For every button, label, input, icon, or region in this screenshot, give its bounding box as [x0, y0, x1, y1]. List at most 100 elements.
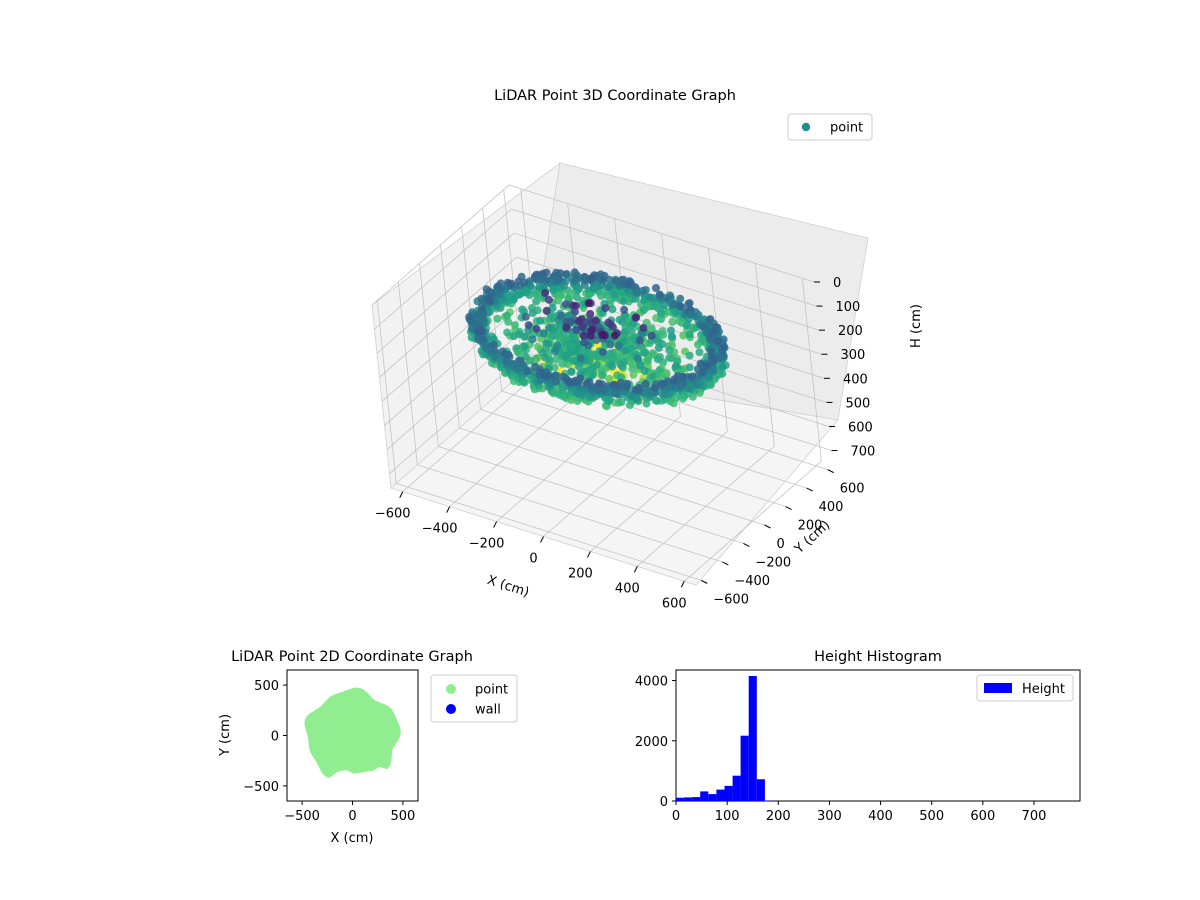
point-3d — [676, 294, 685, 303]
point-3d — [598, 348, 607, 357]
point-3d — [685, 330, 694, 339]
point-3d — [507, 279, 516, 288]
y-axis-label-2d: Y (cm) — [218, 714, 233, 757]
point-cloud-2d — [304, 687, 401, 778]
point-3d — [625, 401, 634, 410]
point-3d — [592, 336, 601, 345]
z-tick-label-3d: 600 — [848, 420, 873, 435]
point-3d — [520, 342, 529, 351]
y-tick-mark-3d — [722, 561, 729, 566]
point-3d — [574, 285, 583, 294]
point-3d — [542, 306, 551, 315]
point-3d — [715, 353, 724, 362]
point-3d — [477, 294, 486, 303]
point-3d — [686, 310, 695, 319]
point-3d — [592, 316, 600, 325]
point-3d — [647, 331, 656, 340]
point-3d — [608, 305, 617, 314]
point-3d — [648, 372, 657, 381]
z-tick-label-3d: 400 — [843, 372, 868, 387]
grid-line-wall-h — [374, 208, 817, 330]
point-3d — [561, 300, 570, 309]
grid-line-wall-h — [379, 256, 822, 378]
point-3d — [654, 343, 663, 352]
point-3d — [633, 394, 641, 403]
legend-histogram-frame — [976, 674, 1074, 702]
z-tick-label-3d: 300 — [841, 348, 866, 363]
point-3d — [549, 285, 558, 294]
ticks-2d: −500 0 500 500 0 −500 — [243, 679, 415, 824]
point-3d — [671, 362, 680, 371]
y-tick-label-3d: −400 — [734, 574, 770, 589]
point-3d — [631, 294, 640, 303]
point-3d — [525, 356, 534, 365]
point-cloud-3d — [465, 268, 730, 411]
x-tick-mark-3d — [493, 521, 498, 528]
point-3d — [545, 356, 554, 365]
grid-line-wall-h — [386, 329, 830, 450]
point-3d — [627, 322, 635, 331]
point-3d — [645, 389, 654, 398]
x-tick-mark-3d — [586, 551, 591, 558]
y-tick-label-3d: 400 — [819, 500, 844, 515]
point-3d — [493, 314, 502, 323]
point-3d — [528, 309, 537, 317]
y-tick-mark-3d — [806, 487, 813, 492]
point-3d — [559, 282, 568, 291]
point-3d — [619, 297, 628, 306]
point-3d — [605, 283, 614, 292]
grid-line-wall-h — [371, 184, 815, 306]
y-tick-label-3d: 0 — [777, 537, 785, 552]
point-3d — [547, 332, 556, 341]
point-3d — [558, 359, 567, 368]
point-3d — [624, 280, 633, 289]
point-3d — [655, 291, 664, 300]
point-3d — [657, 379, 666, 388]
x-tick-mark-3d — [399, 491, 404, 498]
histogram-bar — [684, 797, 693, 801]
point-3d — [571, 325, 580, 334]
point-3d — [617, 398, 626, 407]
point-3d — [482, 285, 491, 294]
histogram-bar — [708, 794, 717, 801]
point-3d — [635, 336, 644, 345]
point-3d — [665, 346, 674, 355]
point-3d — [620, 305, 629, 314]
point-3d — [611, 389, 620, 398]
point-3d — [608, 362, 617, 371]
point-3d — [718, 369, 727, 378]
point-3d — [669, 399, 678, 408]
point-3d — [532, 297, 541, 306]
grid-line-floor-y — [459, 427, 765, 526]
chart-2d-title: LiDAR Point 2D Coordinate Graph — [231, 649, 473, 665]
ticks-3d: −600 −400 −200 0 200 400 600 −600 −400 −200 0 200 40… — [375, 276, 875, 611]
x-tick-mark-3d — [633, 566, 638, 573]
point-3d — [709, 356, 718, 365]
point-3d — [546, 314, 555, 323]
point-3d — [520, 378, 529, 387]
x-tick-label-histogram: 700 — [1022, 809, 1047, 824]
point-3d — [541, 289, 550, 297]
grid-line-wall-y — [397, 281, 418, 465]
point-3d — [605, 275, 614, 284]
chart-3d-title: LiDAR Point 3D Coordinate Graph — [494, 88, 736, 104]
point-3d — [621, 346, 630, 355]
point-3d — [544, 295, 553, 304]
histogram-bars — [676, 676, 773, 801]
y-tick-mark-3d — [827, 469, 834, 474]
histogram-bar — [676, 797, 685, 801]
grid-line-floor-y — [480, 409, 786, 507]
point-3d — [632, 313, 641, 322]
point-3d — [601, 304, 610, 313]
point-3d — [685, 299, 694, 308]
point-3d — [632, 288, 641, 297]
point-3d — [585, 357, 594, 365]
legend-2d-marker-wall — [446, 704, 456, 714]
histogram-bar — [756, 779, 765, 801]
point-3d — [574, 378, 583, 387]
point-3d — [562, 354, 571, 363]
point-3d — [551, 377, 560, 385]
point-3d — [532, 290, 541, 299]
point-3d — [557, 311, 565, 320]
point-3d — [580, 338, 589, 347]
